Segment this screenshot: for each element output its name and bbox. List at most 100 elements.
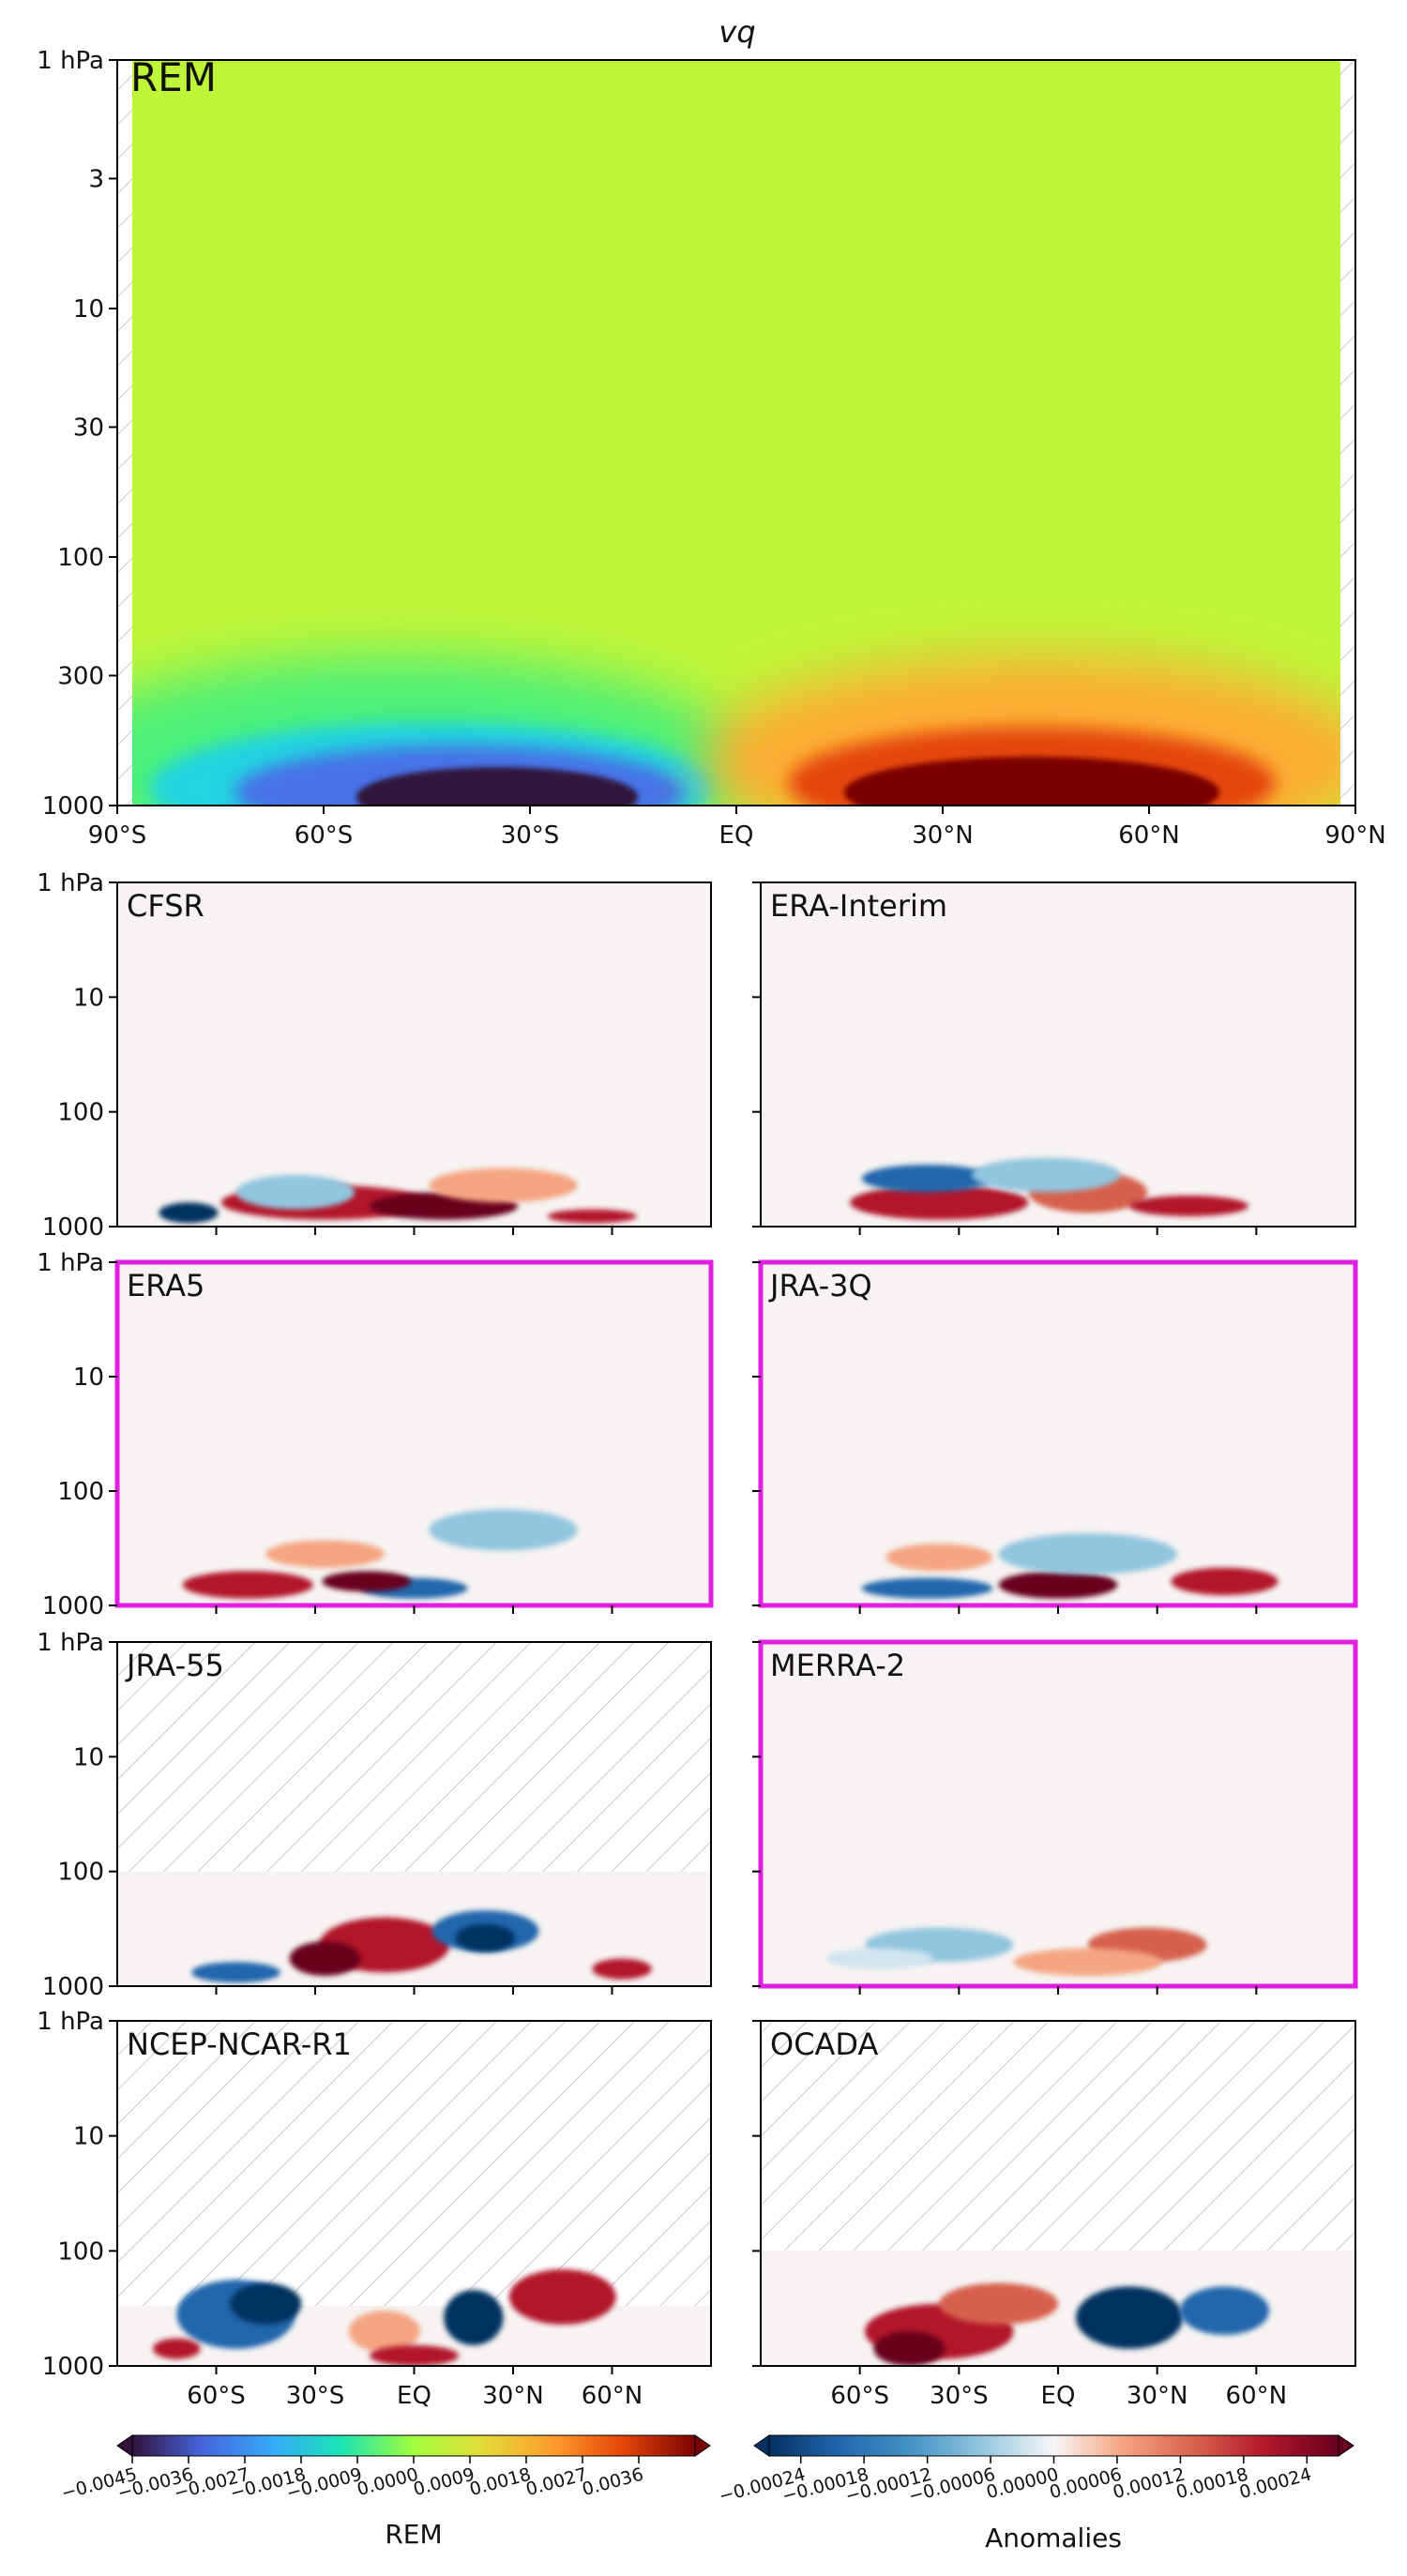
rem-x-tick-label: 60°N	[1118, 821, 1180, 850]
anomaly-patch	[235, 1174, 356, 1210]
panel-field	[117, 2021, 711, 2366]
panel-field	[117, 882, 711, 1227]
panel-missing-hatch	[117, 1642, 711, 1872]
panel-ocada: OCADA 60°S 30°S EQ 30°N 60°N	[752, 2020, 1356, 2410]
panel-label: ERA-Interim	[770, 888, 947, 924]
anom-colorbar-extend-right	[1338, 2434, 1354, 2457]
anom-colorbar-ticks: −0.00024−0.00018−0.00012−0.000060.000000…	[717, 2456, 1314, 2507]
panel-ncep-ncar-r1: NCEP-NCAR-R1 1 hPa 10 100 1000 60°S 30°S EQ 30°N…	[37, 2008, 712, 2410]
rem-colorbar-tick-label: 0.0027	[523, 2464, 589, 2500]
rem-colorbar: −0.0045−0.0036−0.0027−0.0018−0.00090.000…	[59, 2434, 711, 2550]
panel-label: MERRA-2	[770, 1648, 905, 1683]
anomaly-patch	[429, 1167, 578, 1203]
panel-y-tick-label: 1 hPa	[37, 869, 104, 897]
rem-y-tick-label: 1 hPa	[37, 47, 104, 75]
anomaly-patch	[1179, 2286, 1270, 2335]
anomaly-patch	[885, 1544, 993, 1572]
rem-colorbar-tick-label: 0.0000	[355, 2464, 420, 2500]
anomaly-patch	[191, 1962, 281, 1983]
anomaly-patch	[348, 2311, 420, 2353]
rem-panel-hatch-right	[1340, 60, 1355, 806]
anomaly-patch	[972, 1157, 1121, 1193]
panel-label: JRA-3Q	[768, 1268, 872, 1303]
panel-jra-3q: JRA-3Q	[752, 1259, 1358, 1614]
anomaly-patch	[547, 1209, 637, 1224]
panel-x-tick-label: 30°N	[482, 2382, 544, 2410]
rem-panel-label: REM	[130, 54, 217, 100]
rem-colorbar-bar	[131, 2434, 696, 2457]
panel-missing-hatch	[761, 2021, 1355, 2252]
anomaly-patch	[850, 1184, 1029, 1220]
reanalysis-panels: CFSR 1 hPa 10 100 1000 ERA-Interim ERA5 1 hPa 10…	[37, 869, 1358, 2410]
rem-colorbar-tick-label: 0.0009	[411, 2464, 477, 2500]
anomaly-patch	[322, 1571, 412, 1592]
anomaly-patch	[265, 1540, 385, 1568]
panel-field	[761, 2021, 1355, 2366]
panel-label: JRA-55	[125, 1648, 224, 1683]
rem-colorbar-extend-left	[116, 2434, 133, 2457]
panel-x-tick-label: 30°S	[930, 2382, 989, 2410]
rem-colorbar-extend-right	[694, 2434, 711, 2457]
rem-colorbar-tick-label: 0.0018	[467, 2464, 533, 2500]
panel-field	[761, 1642, 1355, 1986]
panel-y-tick-label: 1 hPa	[37, 1249, 104, 1277]
rem-y-tick-label: 30	[73, 414, 104, 442]
rem-colorbar-label: REM	[385, 2519, 442, 2550]
rem-colorbar-tick-label: 0.0036	[580, 2464, 645, 2500]
anomaly-patch	[152, 2338, 201, 2359]
panel-jra-55: JRA-55 1 hPa 10 100 1000	[37, 1629, 712, 2001]
panel-x-tick-label: 60°N	[1226, 2382, 1288, 2410]
panel-era-interim: ERA-Interim	[752, 881, 1356, 1235]
rem-max-core	[844, 757, 1219, 806]
anom-colorbar: −0.00024−0.00018−0.00012−0.000060.000000…	[717, 2434, 1354, 2553]
panel-label: OCADA	[770, 2026, 879, 2062]
anom-colorbar-tick-label: 0.00024	[1237, 2464, 1314, 2504]
panel-y-tick-label: 100	[57, 1099, 104, 1127]
anomaly-patch	[444, 2290, 504, 2345]
rem-x-tick-label: 30°N	[912, 821, 974, 850]
panel-x-tick-label: 60°S	[830, 2382, 889, 2410]
rem-x-tick-label: 60°S	[295, 821, 354, 850]
panel-x-tick-label: 60°N	[582, 2382, 643, 2410]
panel-field	[761, 882, 1355, 1227]
anomaly-patch	[998, 1533, 1177, 1575]
anomaly-patch	[429, 1509, 578, 1551]
panel-y-tick-label: 10	[73, 984, 104, 1012]
anomaly-patch	[998, 1571, 1118, 1599]
anomaly-patch	[592, 1958, 652, 1980]
rem-x-axis: 90°S 60°S 30°S EQ 30°N 60°N 90°N	[88, 806, 1386, 850]
panel-x-tick-label: 30°N	[1127, 2382, 1188, 2410]
anomaly-patch	[230, 2282, 302, 2325]
rem-y-tick-label: 10	[73, 295, 104, 324]
panel-background	[117, 882, 711, 1227]
panel-era5: ERA5 1 hPa 10 100 1000	[37, 1249, 714, 1620]
rem-y-tick-label: 1000	[42, 792, 104, 821]
panel-y-tick-label: 1 hPa	[37, 1629, 104, 1657]
panel-y-tick-label: 1000	[42, 2353, 104, 2381]
rem-y-tick-label: 300	[57, 662, 104, 690]
rem-x-tick-label: EQ	[719, 821, 754, 850]
panel-y-tick-label: 1000	[42, 1973, 104, 2001]
anomaly-patch	[289, 1941, 361, 1976]
anomaly-patch	[1076, 2286, 1184, 2349]
anomaly-patch	[370, 2344, 459, 2366]
panel-field	[761, 1262, 1355, 1605]
panel-cfsr: CFSR 1 hPa 10 100 1000	[37, 869, 712, 1242]
anomaly-patch	[182, 1571, 313, 1599]
panel-field	[117, 1642, 711, 1986]
anomaly-patch	[159, 1202, 219, 1224]
panel-missing-hatch	[117, 2021, 711, 2306]
panel-y-tick-label: 1000	[42, 1592, 104, 1620]
anomaly-patch	[1013, 1948, 1162, 1976]
panel-y-tick-label: 10	[73, 1363, 104, 1392]
rem-y-tick-label: 3	[88, 165, 104, 193]
panel-background	[117, 1262, 711, 1605]
rem-min-core	[356, 767, 638, 806]
chart-title: vq	[719, 14, 755, 50]
panel-background	[761, 1642, 1355, 1986]
anomaly-patch	[873, 2331, 946, 2366]
anomaly-patch	[455, 1923, 516, 1952]
panel-y-tick-label: 100	[57, 2237, 104, 2266]
anomaly-patch	[1129, 1195, 1248, 1216]
